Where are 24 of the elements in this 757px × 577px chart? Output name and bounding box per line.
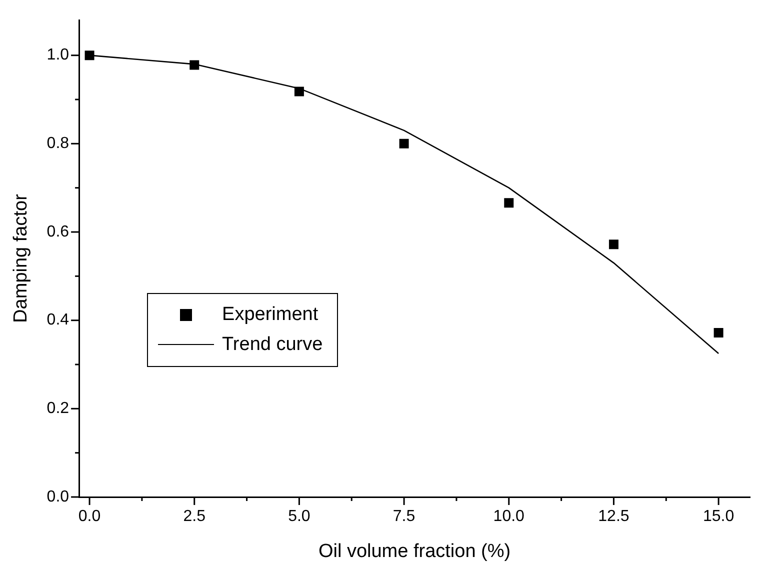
point: [84, 50, 94, 60]
point: [714, 328, 724, 338]
y-tick-label: 0.4: [46, 312, 70, 329]
x-axis-title: Oil volume fraction (%): [318, 540, 511, 562]
point: [504, 198, 514, 208]
y-tick-label: 0.2: [46, 400, 70, 418]
x-tick-label: 15.0: [702, 508, 734, 526]
x-tick-label: 5.0: [288, 508, 310, 526]
x-tick-label: 0.0: [78, 508, 101, 526]
y-tick-label: 1.0: [46, 46, 70, 64]
legend-label: Trend curve: [222, 333, 323, 357]
y-tick-label: 0.8: [46, 135, 70, 152]
point: [399, 138, 409, 148]
point: [608, 240, 618, 250]
x-tick-label: 10.0: [493, 508, 525, 526]
point: [294, 86, 304, 96]
y-tick-label: 0.6: [46, 223, 70, 240]
y-axis-title: Damping factor: [10, 193, 32, 323]
x-tick-label: 2.5: [183, 508, 206, 526]
x-tick-label: 12.5: [598, 508, 630, 526]
x-tick-label: 7.5: [392, 508, 416, 526]
legend-label: Experiment: [222, 303, 318, 327]
y-tick-label: 0.0: [46, 488, 70, 506]
point: [190, 60, 200, 70]
